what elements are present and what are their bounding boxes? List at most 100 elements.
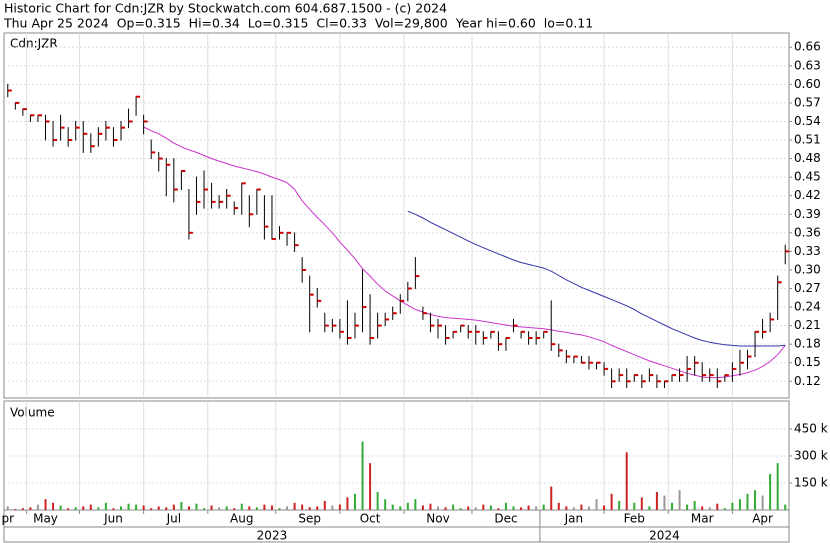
y-tick-label: 0.15 (794, 355, 821, 369)
y-tick-label: 0.36 (794, 225, 821, 239)
y-tick-label: 0.21 (794, 318, 821, 332)
volume-bar (331, 505, 334, 510)
volume-bar (316, 506, 319, 510)
y-tick-label: 450 k (794, 421, 828, 435)
volume-bar (406, 502, 409, 510)
volume-bar (119, 506, 122, 510)
x-tick-label: Apr (752, 512, 773, 526)
volume-bar (678, 490, 681, 510)
x-tick-label: Oct (360, 512, 381, 526)
volume-bar (67, 508, 70, 510)
volume-bar (769, 473, 772, 510)
volume-bar (686, 504, 689, 510)
volume-bar (731, 502, 734, 510)
volume-bar (203, 508, 206, 510)
volume-bar (248, 506, 251, 510)
volume-bar (414, 499, 417, 510)
volume-bar (301, 504, 304, 510)
volume-bar (565, 506, 568, 510)
volume-bar (754, 490, 757, 510)
y-tick-label: 0.39 (794, 207, 821, 221)
volume-bar (233, 508, 236, 510)
volume-bar (701, 506, 704, 510)
volume-bar (738, 499, 741, 510)
volume-bar (527, 505, 530, 510)
volume-bar (104, 502, 107, 510)
volume-bar (761, 495, 764, 510)
y-tick-label: 150 k (794, 475, 828, 489)
volume-bar (21, 508, 24, 510)
volume-bar (308, 507, 311, 510)
volume-bar (610, 493, 613, 510)
y-tick-label: 0.24 (794, 300, 821, 314)
volume-bar (44, 499, 47, 510)
volume-bar (550, 486, 553, 510)
volume-bar (14, 509, 17, 510)
y-tick-label: 0.57 (794, 95, 821, 109)
chart-subtitle: Thu Apr 25 2024 Op=0.315 Hi=0.34 Lo=0.31… (3, 16, 593, 31)
volume-bar (255, 507, 258, 510)
volume-bar (89, 504, 92, 510)
volume-bar (187, 506, 190, 510)
volume-bar (708, 507, 711, 510)
y-tick-label: 0.63 (794, 58, 821, 72)
volume-bar (52, 502, 55, 510)
moving-average (407, 210, 786, 347)
y-tick-label: 0.45 (794, 170, 821, 184)
volume-bar (74, 507, 77, 510)
volume-bar (497, 508, 500, 510)
volume-bar (671, 502, 674, 510)
volume-bar (587, 506, 590, 510)
x-tick-label: May (33, 512, 58, 526)
volume-bar (595, 499, 598, 510)
volume-bar (504, 502, 507, 510)
volume-bar (323, 500, 326, 510)
volume-bar (648, 506, 651, 510)
x-tick-label: Jan (564, 512, 584, 526)
volume-bar (572, 507, 575, 510)
volume-bar (127, 503, 130, 510)
volume-bar (157, 506, 160, 510)
y-tick-label: 0.48 (794, 151, 821, 165)
y-tick-label: 0.33 (794, 244, 821, 258)
volume-bar (482, 504, 485, 510)
volume-bar (135, 504, 138, 510)
volume-bar (369, 463, 372, 510)
volume-bar (82, 506, 85, 510)
volume-bar (474, 507, 477, 510)
y-tick-label: 0.66 (794, 40, 821, 54)
volume-bar (36, 504, 39, 510)
volume-bar (353, 493, 356, 510)
panel-label: Cdn:JZR (10, 37, 58, 51)
volume-bar (59, 505, 62, 510)
x-tick-label: Jul (166, 512, 181, 526)
volume-bar (723, 508, 726, 510)
volume-bar (29, 507, 32, 510)
volume-bar (142, 505, 145, 510)
y-tick-label: 0.60 (794, 77, 821, 91)
x-tick-label: Jun (103, 512, 123, 526)
chart-title: Historic Chart for Cdn:JZR by Stockwatch… (4, 1, 447, 16)
volume-bar (286, 506, 289, 510)
volume-bar (693, 500, 696, 510)
volume-bar (640, 497, 643, 510)
y-tick-label: 0.30 (794, 262, 821, 276)
volume-bar (112, 508, 115, 510)
x-tick-label: Nov (426, 512, 449, 526)
volume-bar (165, 507, 168, 510)
volume-bar (180, 501, 183, 510)
price-panel (3, 32, 790, 399)
volume-bar (210, 505, 213, 510)
volume-bar (270, 505, 273, 510)
volume-bar (776, 463, 779, 510)
x-tick-label: pr (1, 512, 14, 526)
x-tick-label: Mar (691, 512, 714, 526)
volume-bar (580, 504, 583, 510)
volume-bar (467, 506, 470, 510)
volume-bar (195, 503, 198, 510)
volume-bar (429, 503, 432, 510)
year-label: 2023 (257, 529, 288, 543)
volume-bar (240, 503, 243, 510)
y-tick-label: 0.12 (794, 374, 821, 388)
